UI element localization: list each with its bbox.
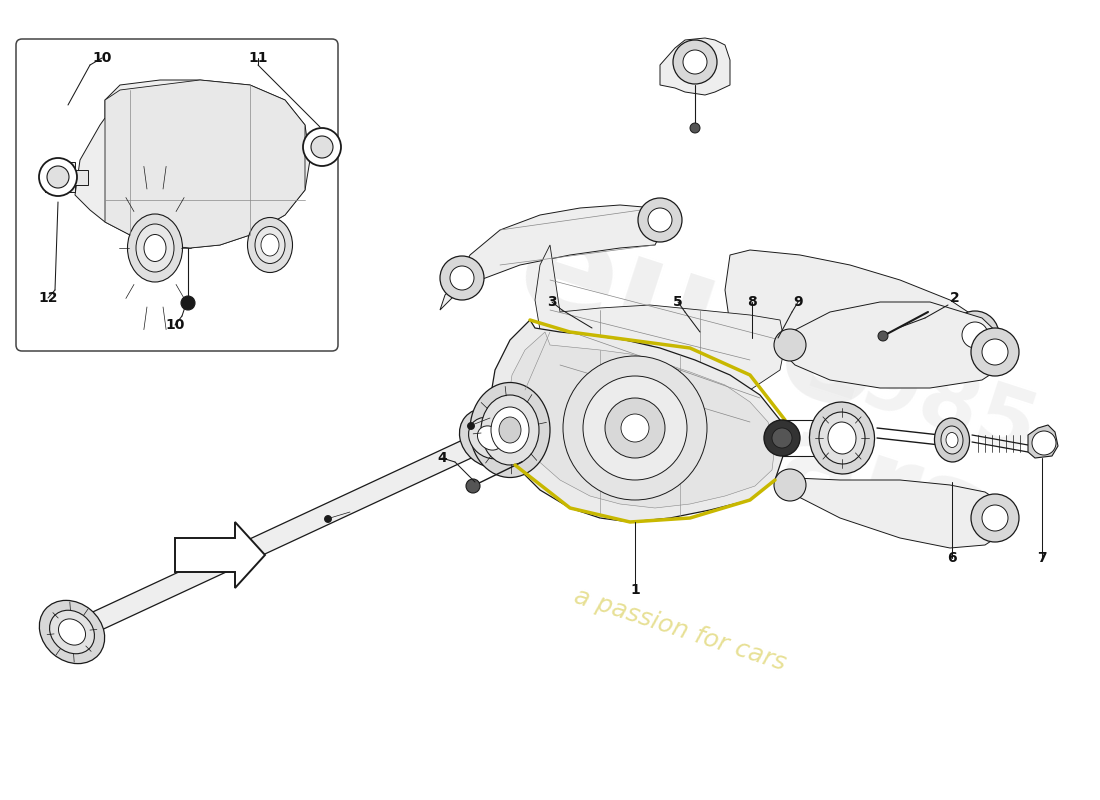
Text: 7: 7	[1037, 551, 1047, 565]
Text: 1: 1	[630, 583, 640, 597]
Polygon shape	[490, 320, 785, 522]
Circle shape	[450, 266, 474, 290]
Text: 11: 11	[249, 51, 267, 65]
Ellipse shape	[50, 610, 95, 654]
Text: 12: 12	[39, 291, 57, 305]
Ellipse shape	[828, 422, 856, 454]
Circle shape	[878, 331, 888, 341]
Polygon shape	[780, 478, 1005, 548]
Ellipse shape	[248, 218, 293, 273]
Ellipse shape	[58, 619, 86, 645]
Polygon shape	[725, 250, 984, 365]
Text: 9: 9	[793, 295, 803, 309]
Circle shape	[971, 494, 1019, 542]
Circle shape	[764, 420, 800, 456]
Circle shape	[440, 256, 484, 300]
Polygon shape	[535, 245, 785, 395]
Text: 5: 5	[673, 295, 683, 309]
Ellipse shape	[460, 408, 520, 468]
Circle shape	[39, 158, 77, 196]
Text: 1985: 1985	[793, 323, 1047, 477]
Ellipse shape	[255, 226, 285, 263]
Text: 10: 10	[92, 51, 112, 65]
Ellipse shape	[499, 417, 521, 443]
Ellipse shape	[40, 600, 104, 664]
Polygon shape	[104, 80, 305, 248]
Polygon shape	[570, 335, 680, 378]
Polygon shape	[440, 205, 666, 310]
FancyBboxPatch shape	[16, 39, 338, 351]
Ellipse shape	[261, 234, 279, 256]
Polygon shape	[75, 80, 310, 248]
Text: 3: 3	[547, 295, 557, 309]
Circle shape	[302, 128, 341, 166]
Circle shape	[466, 479, 480, 493]
Text: 6: 6	[947, 551, 957, 565]
Circle shape	[774, 329, 806, 361]
Circle shape	[324, 515, 331, 522]
Text: 8: 8	[747, 295, 757, 309]
Circle shape	[621, 414, 649, 442]
Polygon shape	[175, 522, 265, 588]
Ellipse shape	[946, 433, 958, 447]
Circle shape	[311, 136, 333, 158]
Circle shape	[563, 356, 707, 500]
Polygon shape	[660, 38, 730, 95]
Circle shape	[774, 469, 806, 501]
Text: 2: 2	[950, 291, 960, 305]
Ellipse shape	[128, 214, 183, 282]
Circle shape	[772, 428, 792, 448]
Circle shape	[605, 398, 665, 458]
Ellipse shape	[935, 418, 969, 462]
Circle shape	[690, 123, 700, 133]
Circle shape	[683, 50, 707, 74]
Ellipse shape	[940, 426, 962, 454]
Ellipse shape	[144, 234, 166, 262]
Text: 4: 4	[437, 451, 447, 465]
Circle shape	[468, 422, 474, 430]
Circle shape	[182, 296, 195, 310]
Polygon shape	[780, 302, 1005, 388]
Circle shape	[638, 198, 682, 242]
Circle shape	[982, 505, 1008, 531]
Polygon shape	[508, 332, 776, 508]
Text: a passion for cars: a passion for cars	[571, 584, 789, 676]
Circle shape	[1032, 431, 1056, 455]
Circle shape	[982, 339, 1008, 365]
Polygon shape	[78, 433, 486, 637]
Ellipse shape	[481, 395, 539, 465]
Ellipse shape	[136, 224, 174, 272]
Circle shape	[952, 311, 999, 359]
Text: euro: euro	[500, 195, 900, 445]
Ellipse shape	[470, 382, 550, 478]
Ellipse shape	[491, 407, 529, 453]
Circle shape	[673, 40, 717, 84]
Ellipse shape	[820, 412, 865, 464]
Ellipse shape	[469, 418, 512, 458]
Polygon shape	[305, 138, 322, 155]
Text: cars: cars	[700, 382, 1000, 578]
Polygon shape	[45, 162, 88, 192]
Circle shape	[971, 328, 1019, 376]
Ellipse shape	[810, 402, 875, 474]
Circle shape	[962, 322, 988, 348]
Circle shape	[47, 166, 69, 188]
Circle shape	[583, 376, 688, 480]
Polygon shape	[1028, 425, 1058, 458]
Ellipse shape	[477, 426, 503, 450]
Text: 10: 10	[165, 318, 185, 332]
Circle shape	[648, 208, 672, 232]
